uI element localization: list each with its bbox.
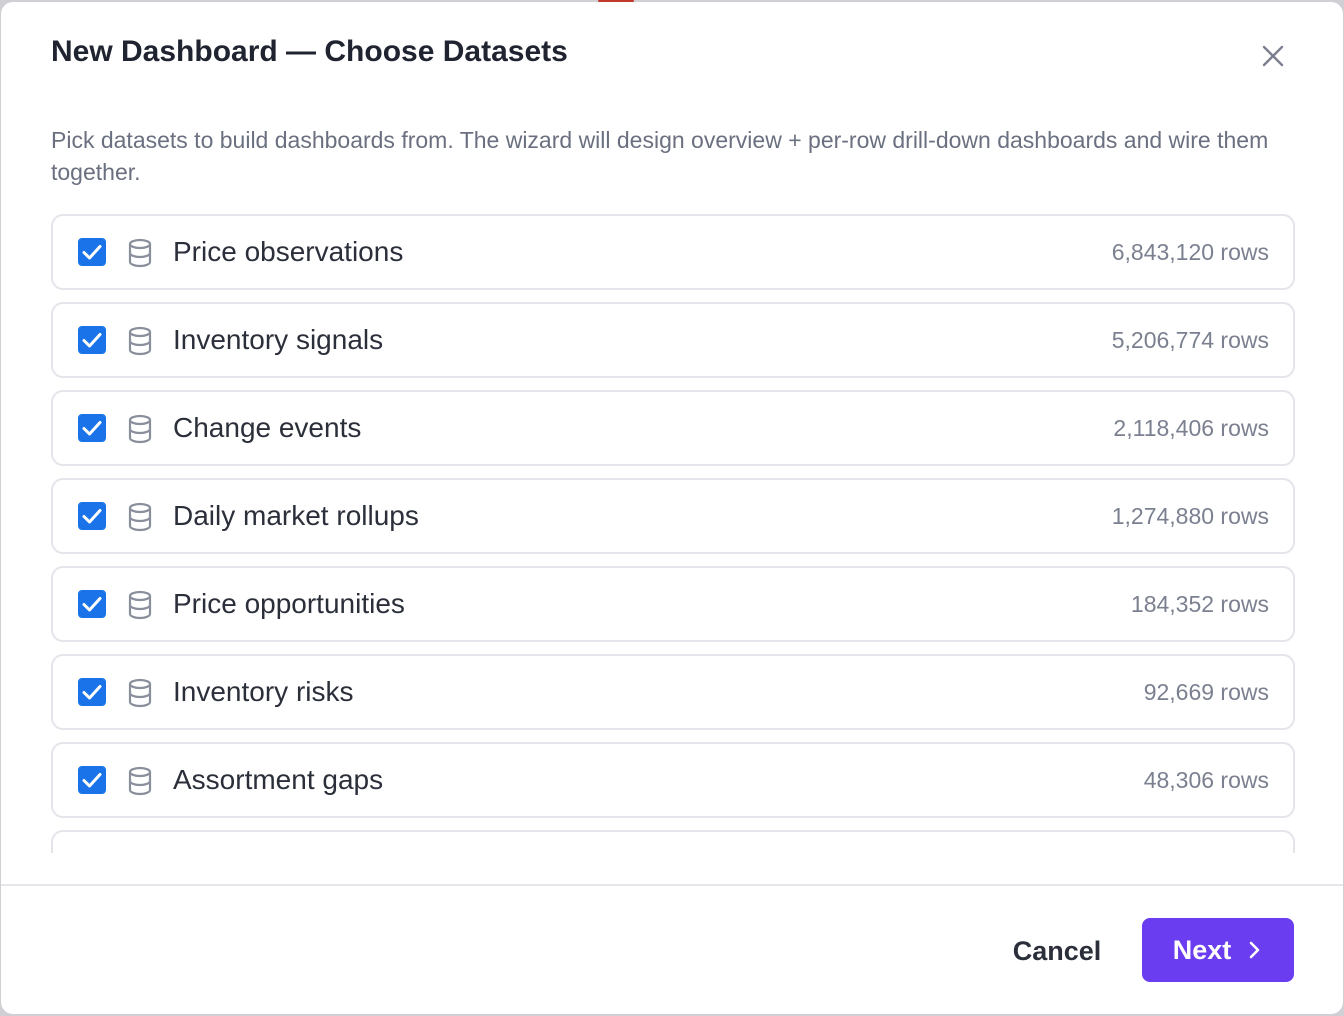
database-icon [126, 414, 154, 444]
database-icon [126, 502, 154, 532]
dialog-title: New Dashboard — Choose Datasets [51, 35, 568, 68]
dataset-row[interactable]: Price observations 6,843,120 rows [51, 214, 1295, 290]
dataset-row-count: 184,352 rows [1130, 591, 1269, 617]
dataset-checkbox[interactable] [78, 766, 106, 794]
footer-divider [1, 884, 1343, 886]
close-icon [1262, 45, 1284, 67]
dataset-row[interactable]: Price opportunities 184,352 rows [51, 566, 1295, 642]
dialog-description: Pick datasets to build dashboards from. … [51, 127, 1269, 185]
dataset-checkbox[interactable] [78, 590, 106, 618]
checkmark-icon [82, 597, 102, 612]
dataset-row-count: 5,206,774 rows [1111, 327, 1269, 353]
dialog-header: New Dashboard — Choose Datasets [51, 32, 1293, 76]
checkmark-icon [82, 421, 102, 436]
dataset-row-count: 1,274,880 rows [1111, 503, 1269, 529]
chevron-right-icon [1249, 940, 1263, 960]
dataset-checkbox[interactable] [78, 238, 106, 266]
dataset-row[interactable]: Inventory signals 5,206,774 rows [51, 302, 1295, 378]
dataset-row-count: 92,669 rows [1143, 679, 1269, 705]
dataset-row[interactable]: Assortment gaps 48,306 rows [51, 742, 1295, 818]
dataset-row-count: 2,118,406 rows [1113, 415, 1269, 441]
dataset-row[interactable]: Daily market rollups 1,274,880 rows [51, 478, 1295, 554]
dataset-name: Change events [173, 412, 362, 443]
dataset-name: Daily market rollups [173, 500, 419, 531]
database-icon [126, 590, 154, 620]
checkmark-icon [82, 245, 102, 260]
database-icon [126, 238, 154, 268]
checkmark-icon [82, 333, 102, 348]
dataset-row-count: 6,843,120 rows [1111, 239, 1269, 265]
dataset-checkbox[interactable] [78, 326, 106, 354]
dataset-checkbox[interactable] [78, 502, 106, 530]
dataset-name: Inventory risks [173, 676, 354, 707]
cancel-button[interactable]: Cancel [991, 920, 1123, 982]
database-icon [126, 766, 154, 796]
next-button[interactable]: Next [1142, 918, 1294, 982]
dataset-name: Price opportunities [173, 588, 405, 619]
dataset-name: Inventory signals [173, 324, 384, 355]
dataset-name: Assortment gaps [173, 764, 384, 795]
dataset-name: Price observations [173, 236, 404, 267]
checkmark-icon [82, 509, 102, 524]
dataset-row-count: 48,306 rows [1143, 767, 1269, 793]
database-icon [126, 326, 154, 356]
database-icon [126, 678, 154, 708]
close-button[interactable] [1253, 36, 1293, 76]
checkmark-icon [82, 685, 102, 700]
dataset-row[interactable]: Inventory risks 92,669 rows [51, 654, 1295, 730]
dataset-checkbox[interactable] [78, 414, 106, 442]
dataset-checkbox[interactable] [78, 678, 106, 706]
checkmark-icon [82, 773, 102, 788]
next-button-label: Next [1172, 934, 1232, 965]
dataset-row[interactable]: Change events 2,118,406 rows [51, 390, 1295, 466]
dataset-row-partial[interactable] [51, 830, 1295, 853]
dataset-list[interactable]: Price observations 6,843,120 rows Inventor… [51, 214, 1295, 853]
